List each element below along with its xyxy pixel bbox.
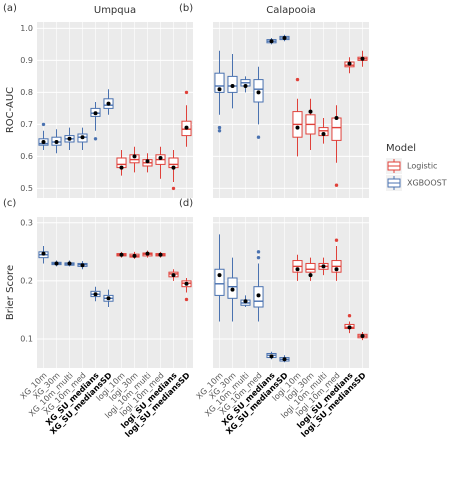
panel-background [37, 22, 193, 198]
y-tick-label: 0.2 [20, 276, 33, 285]
mean-point [269, 354, 274, 359]
mean-point [184, 281, 189, 286]
outlier [256, 135, 261, 139]
y-tick-label: 0.7 [20, 120, 33, 129]
mean-point [334, 267, 339, 272]
mean-point [54, 140, 59, 144]
y-tick-label: 0.1 [20, 334, 33, 343]
outlier [171, 186, 176, 191]
outlier [256, 250, 261, 254]
mean-point [230, 287, 235, 292]
mean-point [93, 111, 98, 116]
mean-point [360, 56, 365, 61]
mean-point [67, 136, 72, 141]
mean-point [119, 165, 124, 170]
mean-point [158, 156, 163, 160]
mean-point [347, 325, 352, 330]
mean-point [132, 253, 137, 258]
panel-tag: (c) [3, 198, 16, 209]
box [214, 72, 225, 93]
mean-point [269, 39, 274, 44]
mean-point [230, 84, 235, 88]
mean-point [347, 61, 352, 66]
y-tick-label: 0.8 [20, 88, 33, 97]
outlier [295, 77, 300, 82]
y-tick-label: 0.9 [20, 56, 33, 65]
mean-point [217, 273, 222, 278]
panel-title: Umpqua [94, 5, 136, 16]
mean-point [106, 101, 111, 106]
y-tick-label: 0.3 [20, 218, 33, 227]
mean-point [119, 252, 124, 257]
box [214, 268, 225, 296]
mean-point [145, 251, 150, 256]
mean-point [171, 165, 176, 170]
mean-point [184, 125, 189, 130]
panel-tag: (a) [3, 3, 17, 14]
mean-point [132, 154, 137, 159]
mean-point [106, 296, 111, 301]
outlier [334, 238, 339, 242]
panel-tag: (d) [179, 198, 193, 209]
mean-point [243, 299, 248, 304]
mean-point [295, 267, 300, 272]
legend-label: XGBOOST [407, 179, 447, 188]
mean-point [308, 109, 313, 114]
mean-point [256, 90, 261, 95]
y-tick-label: 0.6 [20, 152, 33, 161]
mean-point [360, 334, 365, 339]
mean-point [41, 140, 46, 144]
box [331, 117, 342, 141]
y-axis-label: Brier Score [5, 265, 16, 320]
mean-point [80, 135, 85, 140]
mean-point [145, 159, 150, 164]
mean-point [171, 273, 176, 278]
box [305, 262, 316, 273]
panel-tag: (b) [179, 3, 193, 14]
outlier [184, 297, 189, 302]
mean-point [321, 264, 326, 269]
mean-point [217, 87, 222, 92]
panel-title: Calapooia [266, 5, 316, 16]
mean-point [295, 125, 300, 130]
panel-background [213, 217, 369, 368]
y-axis-label: ROC-AUC [5, 87, 16, 133]
panel-background [213, 22, 369, 198]
mean-point [67, 261, 72, 266]
mean-point [158, 252, 163, 257]
outlier [217, 125, 222, 130]
outlier [93, 137, 98, 141]
mean-point [282, 36, 287, 40]
legend-title: Model [386, 143, 416, 154]
mean-point [308, 273, 313, 278]
mean-point [93, 292, 98, 297]
panel-background [37, 217, 193, 368]
outlier [184, 90, 189, 95]
mean-point [41, 251, 46, 256]
y-tick-label: 1.0 [20, 24, 33, 33]
y-tick-label: 0.5 [20, 184, 33, 193]
mean-point [80, 263, 85, 268]
mean-point [256, 293, 261, 298]
outlier [334, 183, 339, 187]
outlier [256, 255, 261, 260]
mean-point [282, 357, 287, 362]
outlier [41, 122, 46, 127]
mean-point [334, 116, 339, 120]
legend-label: Logistic [407, 162, 437, 171]
mean-point [243, 84, 248, 88]
outlier [347, 314, 352, 318]
outlier [217, 129, 222, 133]
mean-point [54, 261, 59, 266]
mean-point [321, 132, 326, 136]
